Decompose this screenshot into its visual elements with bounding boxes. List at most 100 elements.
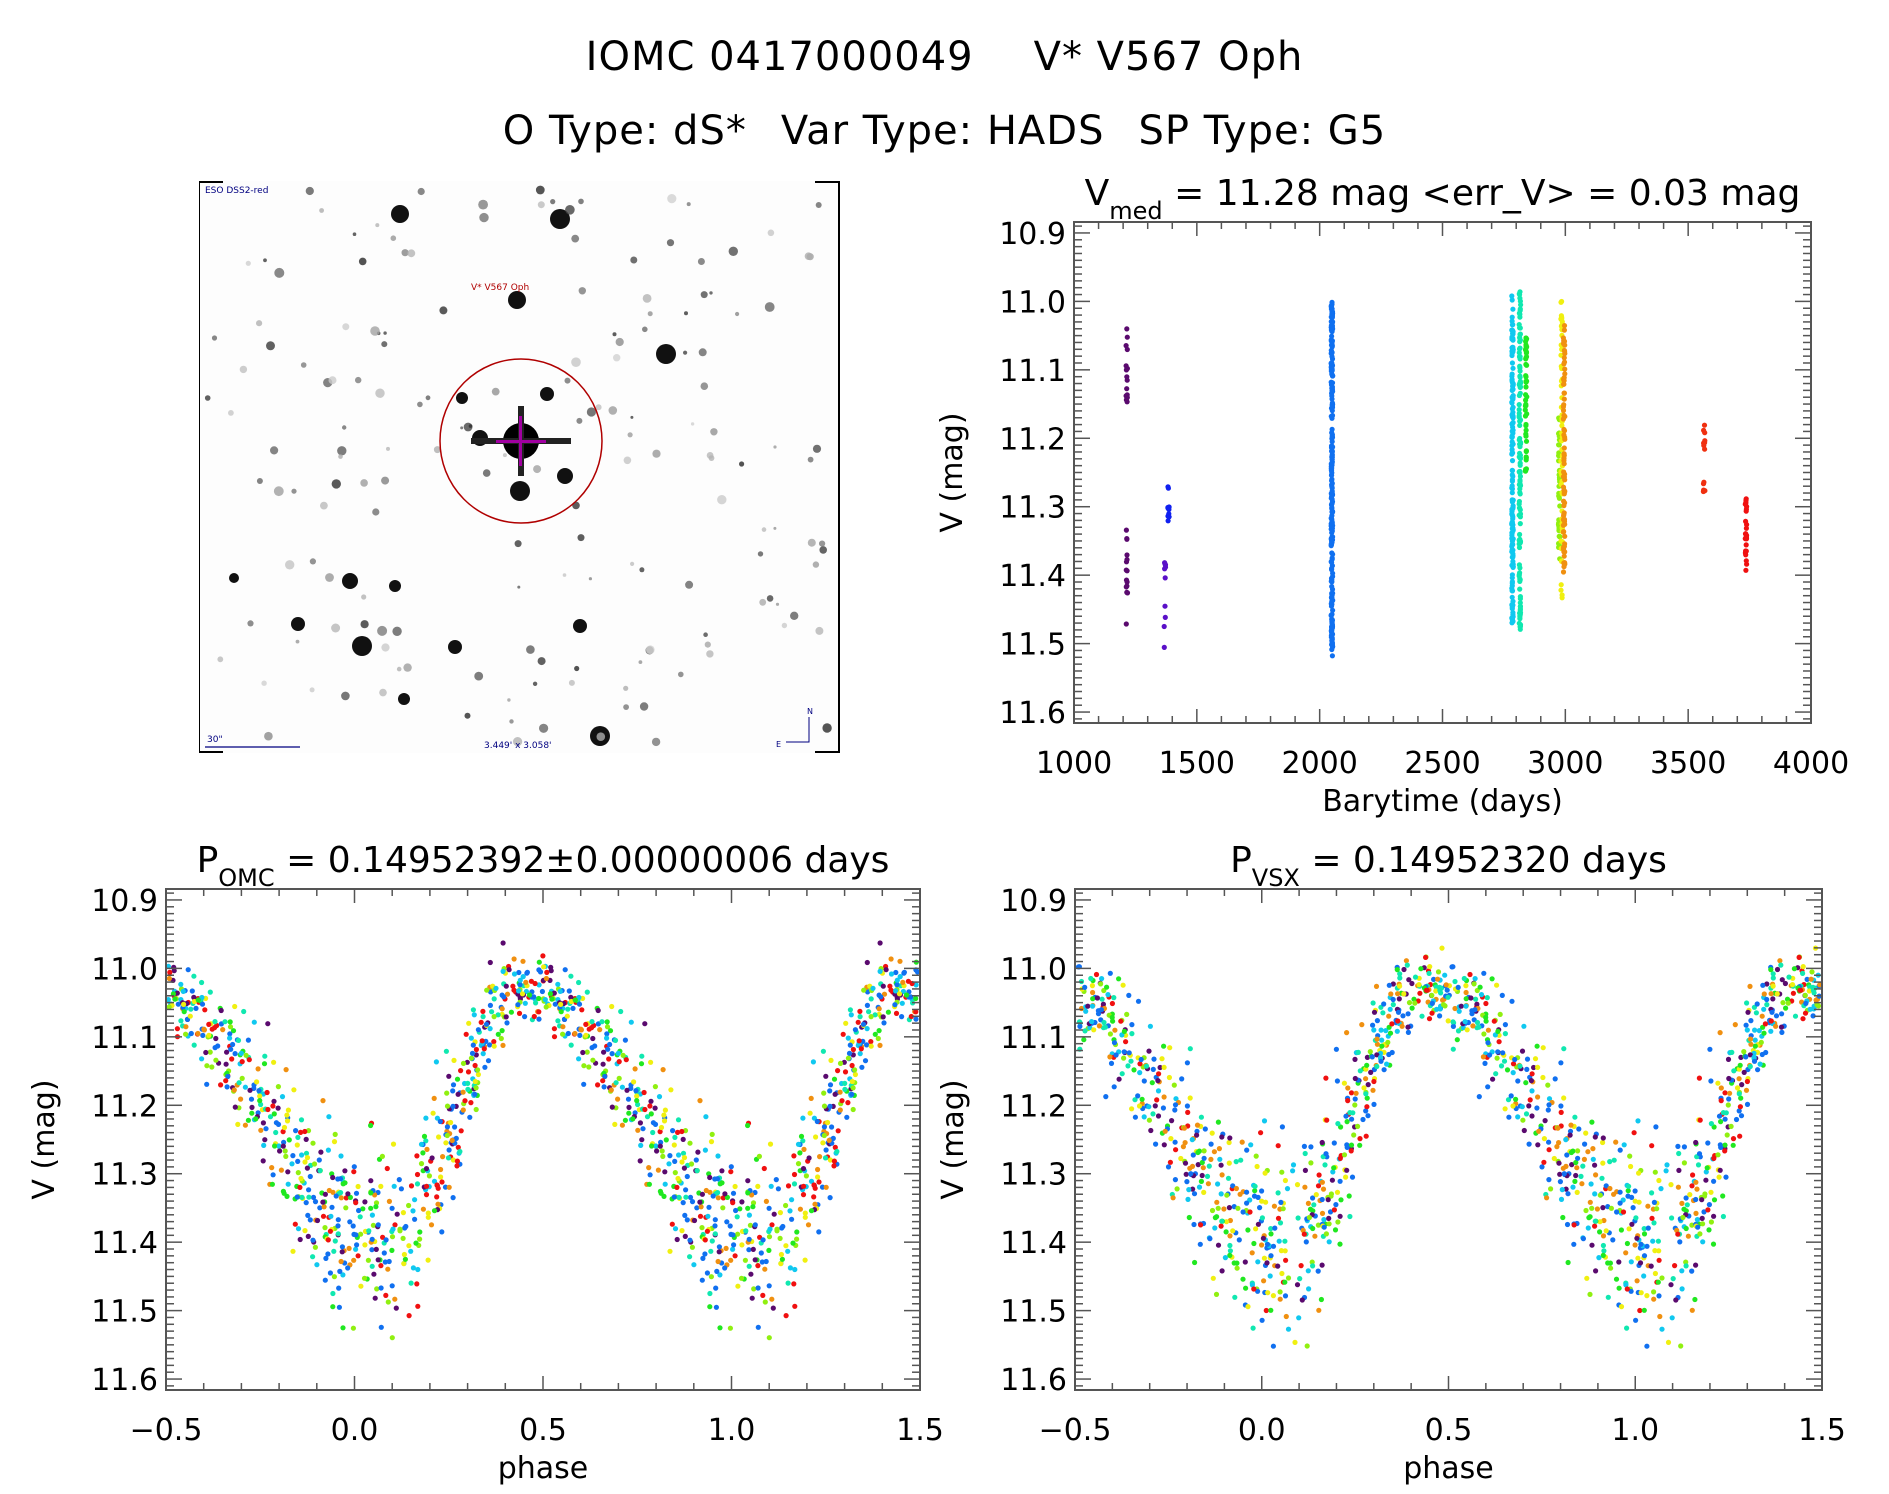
- data-point: [717, 1272, 723, 1278]
- data-point: [1226, 1205, 1232, 1211]
- data-point: [1208, 1156, 1214, 1162]
- data-point: [785, 1280, 791, 1286]
- field-star: [263, 258, 267, 263]
- data-point: [1659, 1326, 1665, 1332]
- x-tick-label: 2500: [1404, 746, 1480, 781]
- data-point: [1517, 600, 1523, 606]
- data-point: [1587, 1214, 1593, 1220]
- data-point: [375, 1222, 381, 1228]
- field-star: [642, 326, 648, 333]
- data-point: [1331, 1207, 1337, 1213]
- data-point: [746, 1236, 752, 1242]
- data-point: [1305, 1268, 1311, 1274]
- data-point: [263, 1126, 269, 1132]
- data-point: [1510, 441, 1516, 447]
- data-point: [1232, 1294, 1238, 1300]
- data-point: [640, 1126, 646, 1132]
- data-point: [1508, 1093, 1514, 1099]
- data-point: [511, 987, 517, 993]
- data-point: [1290, 1168, 1296, 1174]
- data-point: [1741, 1069, 1747, 1075]
- data-point: [1523, 336, 1529, 342]
- data-point: [1277, 1296, 1283, 1302]
- data-point: [1510, 347, 1516, 353]
- data-point: [1141, 1078, 1147, 1084]
- data-point: [499, 1028, 505, 1034]
- data-point: [1637, 1307, 1643, 1314]
- data-point: [465, 1080, 471, 1086]
- data-point: [1560, 376, 1567, 382]
- field-star: [325, 573, 334, 582]
- field-star: [526, 645, 535, 654]
- data-point: [327, 1228, 333, 1234]
- data-point: [382, 1259, 388, 1265]
- data-point: [1665, 1339, 1672, 1345]
- data-point: [1474, 1019, 1481, 1026]
- data-point: [1346, 1193, 1352, 1199]
- field-star: [630, 256, 638, 264]
- data-point: [1259, 1188, 1265, 1194]
- data-point: [1401, 991, 1407, 997]
- data-point: [470, 1007, 476, 1013]
- data-point: [751, 1286, 757, 1292]
- data-point: [1636, 1199, 1642, 1205]
- data-point: [1697, 1117, 1703, 1123]
- data-point: [1545, 1082, 1551, 1088]
- data-point: [1634, 1235, 1640, 1241]
- field-star: [456, 392, 468, 404]
- field-star: [211, 335, 218, 341]
- data-point: [1561, 327, 1567, 333]
- data-point: [220, 1027, 226, 1033]
- data-point: [174, 1026, 180, 1032]
- data-point: [281, 1139, 287, 1145]
- data-point: [1656, 1177, 1662, 1184]
- data-point: [639, 1137, 645, 1143]
- data-point: [420, 1206, 426, 1212]
- data-point: [207, 1049, 213, 1055]
- data-point: [581, 1063, 587, 1069]
- data-point: [479, 1038, 485, 1044]
- data-point: [520, 974, 526, 980]
- data-point: [1325, 1197, 1331, 1203]
- field-star: [256, 478, 263, 484]
- data-point: [605, 1046, 611, 1052]
- field-star: [337, 446, 347, 456]
- data-point: [608, 1087, 614, 1093]
- data-point: [280, 1143, 286, 1149]
- data-point: [1412, 1000, 1418, 1006]
- data-point: [1561, 1095, 1567, 1101]
- data-point: [1458, 1003, 1464, 1009]
- data-point: [353, 1232, 359, 1238]
- data-point: [1734, 1085, 1741, 1091]
- data-point: [1632, 1198, 1638, 1204]
- data-point: [1515, 1078, 1521, 1084]
- data-point: [1172, 1177, 1178, 1183]
- data-point: [1526, 1141, 1532, 1147]
- data-point: [1205, 1181, 1211, 1187]
- data-point: [735, 1231, 741, 1237]
- data-point: [845, 1035, 851, 1041]
- data-point: [1510, 614, 1516, 620]
- data-point: [1744, 1027, 1750, 1033]
- data-point: [275, 1084, 281, 1090]
- data-point: [1171, 1082, 1177, 1088]
- data-point: [544, 969, 550, 976]
- data-point: [1510, 1061, 1517, 1067]
- data-point: [261, 1142, 267, 1148]
- data-point: [1304, 1343, 1310, 1349]
- target-circle: [439, 358, 603, 524]
- data-point: [442, 1184, 449, 1190]
- data-point: [428, 1222, 435, 1228]
- data-point: [1244, 1200, 1250, 1206]
- data-point: [1574, 1165, 1580, 1171]
- data-point: [1485, 1084, 1491, 1090]
- data-point: [1708, 1219, 1714, 1225]
- data-point: [1752, 1043, 1758, 1049]
- data-point: [1307, 1206, 1314, 1212]
- data-point: [351, 1257, 357, 1263]
- data-point: [1214, 1199, 1220, 1205]
- field-star: [819, 546, 827, 554]
- field-star: [708, 455, 715, 461]
- plot-frame: [165, 888, 921, 1391]
- field-star: [588, 577, 592, 581]
